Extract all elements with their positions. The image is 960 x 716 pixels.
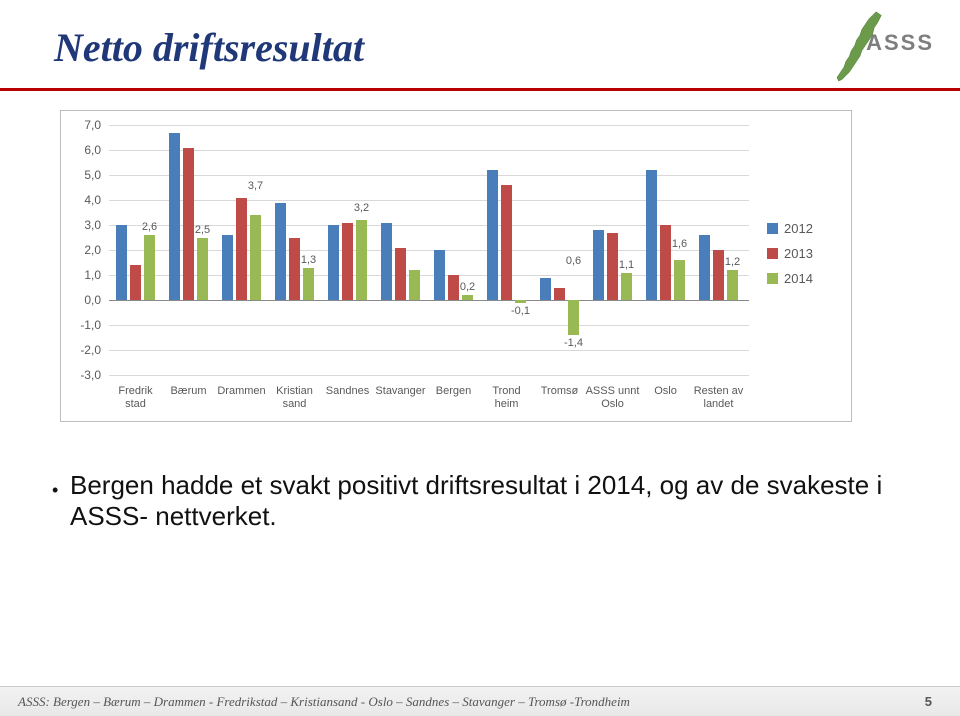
bullet-icon: • [52,480,58,501]
page-number: 5 [925,694,932,709]
data-label: 1,3 [301,254,316,266]
legend-swatch [767,273,778,284]
x-tick-label: Fredrikstad [107,385,165,410]
bar [674,260,685,300]
bar [183,148,194,301]
bar [487,170,498,300]
bar [699,235,710,300]
x-tick-label: Drammen [213,385,271,398]
bar [303,268,314,301]
y-tick-label: 4,0 [61,193,101,207]
y-tick-label: 3,0 [61,218,101,232]
legend-label: 2013 [784,246,813,261]
data-label: 2,5 [195,224,210,236]
data-label: -0,1 [511,305,530,317]
bar [395,248,406,301]
bar [144,235,155,300]
bar [646,170,657,300]
legend-swatch [767,248,778,259]
bar [409,270,420,300]
bar-chart: -3,0 -2,0 -1,0 0,0 1,0 2,0 3,0 4,0 5,0 6,0 7,0 Fred… [60,110,852,422]
data-label: -1,4 [564,337,583,349]
x-tick-label: Bergen [425,385,483,398]
data-label: 3,2 [354,202,369,214]
data-label: 1,1 [619,259,634,271]
y-tick-label: -2,0 [61,343,101,357]
bar [116,225,127,300]
bullet-text: Bergen hadde et svakt positivt driftsres… [70,470,882,531]
bar [342,223,353,301]
bar [593,230,604,300]
x-tick-label: Tromsø [531,385,589,398]
y-tick-label: 6,0 [61,143,101,157]
bar [501,185,512,300]
bar [356,220,367,300]
bar [222,235,233,300]
bar [713,250,724,300]
x-tick-label: Oslo [637,385,695,398]
bar [448,275,459,300]
bar [130,265,141,300]
body-text: • Bergen hadde et svakt positivt driftsr… [70,470,890,532]
bar [197,238,208,301]
bar [540,278,551,301]
bar [275,203,286,301]
bar [568,300,579,335]
bar [169,133,180,301]
legend-item: 2013 [767,246,837,261]
data-label: 3,7 [248,180,263,192]
legend-label: 2012 [784,221,813,236]
bar [727,270,738,300]
data-label: 0,6 [566,255,581,267]
bar [607,233,618,301]
x-tick-label: ASSS unntOslo [584,385,642,410]
norway-map-icon [830,10,890,90]
data-label: 0,2 [460,281,475,293]
gridline [109,300,749,301]
y-tick-label: 2,0 [61,243,101,257]
legend-label: 2014 [784,271,813,286]
legend-swatch [767,223,778,234]
bar [250,215,261,300]
legend: 2012 2013 2014 [767,221,837,296]
slide: Netto driftsresultat ASSS -3,0-2,0-1,00,… [0,0,960,716]
x-tick-label: Resten avlandet [690,385,748,410]
x-tick-label: Trondheim [478,385,536,410]
gridline [109,125,749,126]
data-label: 2,6 [142,221,157,233]
x-tick-label: Bærum [160,385,218,398]
footer: ASSS: Bergen – Bærum – Drammen - Fredrik… [0,686,960,716]
bar [381,223,392,301]
bar [660,225,671,300]
footer-text: ASSS: Bergen – Bærum – Drammen - Fredrik… [18,694,630,710]
y-tick-label: 1,0 [61,268,101,282]
x-tick-label: Kristiansand [266,385,324,410]
x-tick-label: Stavanger [372,385,430,398]
plot-area: -3,0-2,0-1,00,01,02,03,04,05,06,07,0Fred… [109,125,749,375]
gridline [109,350,749,351]
y-tick-label: -1,0 [61,318,101,332]
bar [289,238,300,301]
page-title: Netto driftsresultat [54,24,364,71]
legend-item: 2012 [767,221,837,236]
y-tick-label: 0,0 [61,293,101,307]
data-label: 1,2 [725,256,740,268]
bar [515,300,526,303]
x-tick-label: Sandnes [319,385,377,398]
y-tick-label: 7,0 [61,118,101,132]
gridline [109,325,749,326]
bar [236,198,247,301]
gridline [109,150,749,151]
y-tick-label: 5,0 [61,168,101,182]
data-label: 1,6 [672,238,687,250]
legend-item: 2014 [767,271,837,286]
divider [0,88,960,91]
bar [554,288,565,301]
gridline [109,375,749,376]
y-tick-label: -3,0 [61,368,101,382]
bar [434,250,445,300]
bar [328,225,339,300]
bar [621,273,632,301]
bar [462,295,473,300]
